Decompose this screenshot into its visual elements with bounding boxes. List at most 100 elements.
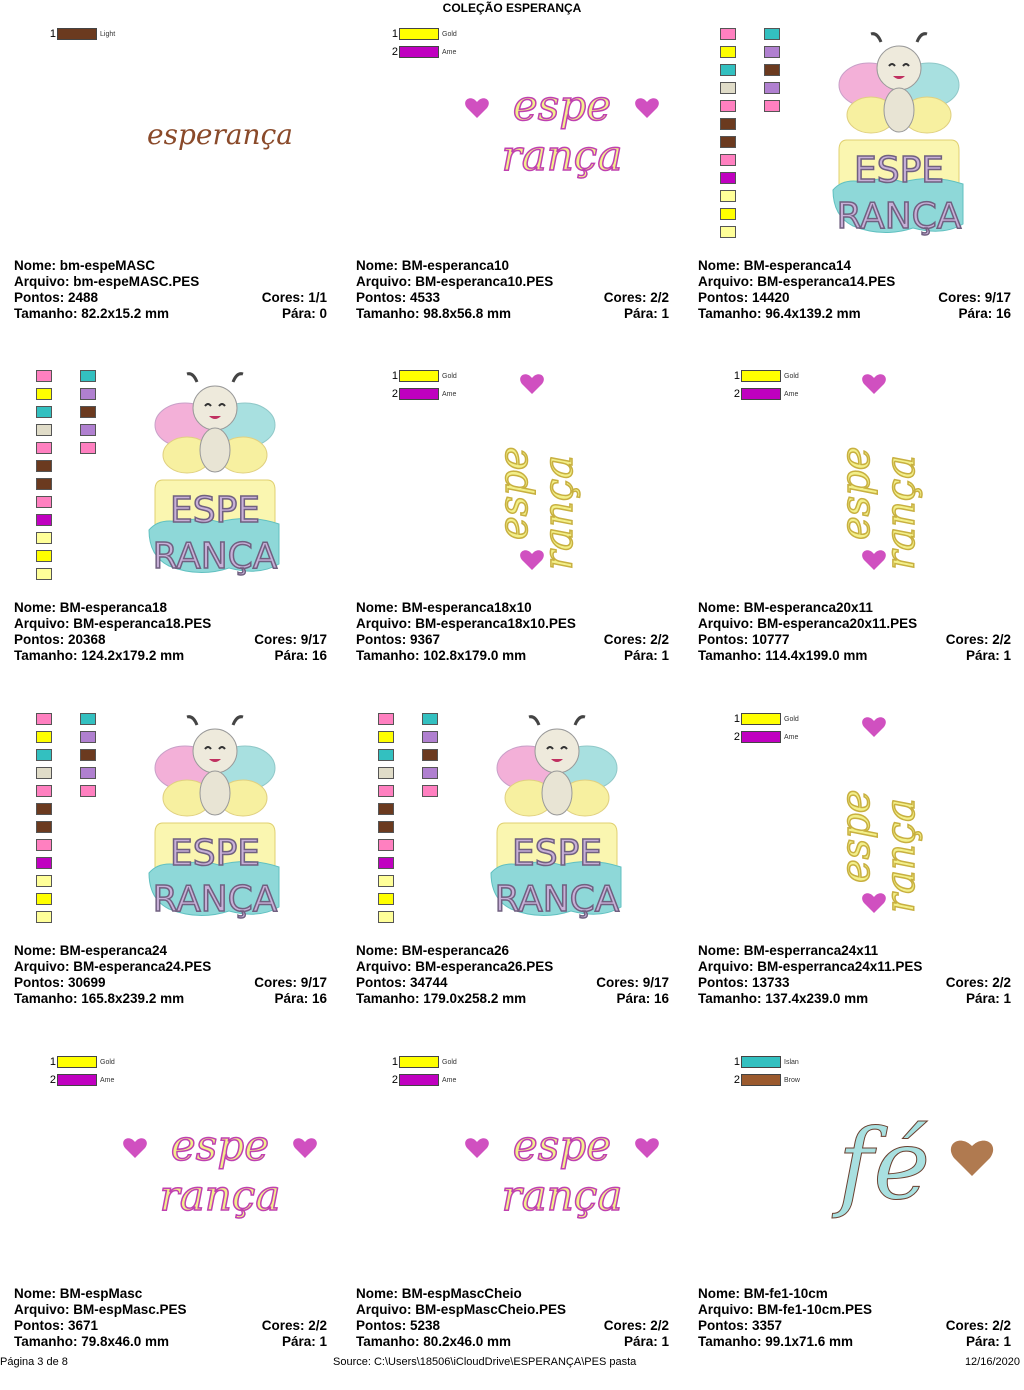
design-info: Nome: BM-espMascCheio Arquivo: BM-espMasc… — [356, 1286, 669, 1350]
design-file: Arquivo: BM-esperanca18x10.PES — [356, 616, 576, 631]
design-size: Tamanho: 124.2x179.2 mm — [14, 648, 185, 663]
design-card: 1 Gold 2 Ame espe rança Nome: BM-esperranca24x… — [684, 705, 1024, 1047]
color-swatch — [422, 767, 438, 779]
color-count: Cores: 9/17 — [254, 975, 327, 990]
design-name: Nome: BM-esperanca20x11 — [698, 600, 873, 615]
color-swatch — [378, 821, 394, 833]
size-row: Tamanho: 102.8x179.0 mm Pára: 1 — [356, 648, 669, 664]
design-info: Nome: BM-esperanca18x10 Arquivo: BM-esper… — [356, 600, 669, 664]
size-row: Tamanho: 96.4x139.2 mm Pára: 16 — [698, 306, 1011, 322]
design-file: Arquivo: BM-esperanca20x11.PES — [698, 616, 918, 631]
design-name: Nome: BM-espMasc — [14, 1286, 143, 1301]
design-size: Tamanho: 137.4x239.0 mm — [698, 991, 869, 1006]
color-swatch — [80, 767, 96, 779]
color-swatch — [36, 514, 52, 526]
swatch-number: 2 — [391, 1074, 398, 1086]
swatch-number: 2 — [391, 388, 398, 400]
color-swatch — [36, 749, 52, 761]
stitch-count: Pontos: 20368 — [14, 632, 106, 647]
color-swatch — [378, 911, 394, 923]
svg-text:RANÇA: RANÇA — [837, 196, 962, 237]
color-swatch — [720, 100, 736, 112]
design-name: Nome: BM-esperranca24x11 — [698, 943, 879, 958]
design-info: Nome: BM-esperanca24 Arquivo: BM-esperanc… — [14, 943, 327, 1007]
stats-row: Pontos: 4533 Cores: 2/2 — [356, 290, 669, 306]
design-info: Nome: BM-esperanca20x11 Arquivo: BM-esper… — [698, 600, 1011, 664]
color-count: Cores: 1/1 — [261, 290, 327, 305]
color-swatch — [378, 893, 394, 905]
design-card: 1 Gold 2 Ame espe rança Nome: BM-esperanca18x1… — [342, 362, 684, 704]
stitch-count: Pontos: 4533 — [356, 290, 441, 305]
color-swatch — [764, 46, 780, 58]
size-row: Tamanho: 165.8x239.2 mm Pára: 16 — [14, 991, 327, 1007]
design-card: 1 Gold 2 Ame espe rança Nome: BM-espMasc Arquiv… — [0, 1048, 342, 1390]
color-swatch — [720, 172, 736, 184]
size-row: Tamanho: 82.2x15.2 mm Pára: 0 — [14, 306, 327, 322]
color-swatch: 2 Ame — [390, 388, 456, 400]
size-row: Tamanho: 80.2x46.0 mm Pára: 1 — [356, 1334, 669, 1350]
design-size: Tamanho: 114.4x199.0 mm — [698, 648, 868, 663]
color-swatch — [378, 803, 394, 815]
design-name: Nome: BM-esperanca10 — [356, 258, 510, 273]
swatch-color — [741, 388, 781, 400]
svg-text:espe: espe — [833, 790, 879, 883]
svg-text:rança: rança — [878, 455, 924, 570]
color-swatch — [378, 731, 394, 743]
stitch-count: Pontos: 3671 — [14, 1318, 99, 1333]
color-count: Cores: 2/2 — [603, 290, 669, 305]
svg-text:espe: espe — [513, 1121, 611, 1170]
swatch-name: Ame — [784, 733, 799, 741]
embroidery-preview: esperança — [115, 110, 325, 165]
size-row: Tamanho: 137.4x239.0 mm Pára: 1 — [698, 991, 1011, 1007]
svg-text:ESPE: ESPE — [854, 150, 944, 191]
embroidery-preview: fé — [804, 1098, 1004, 1233]
color-swatch — [36, 911, 52, 923]
design-info: Nome: BM-esperanca10 Arquivo: BM-esperanc… — [356, 258, 669, 322]
color-swatch — [720, 136, 736, 148]
design-name: Nome: BM-esperanca18 — [14, 600, 168, 615]
size-row: Tamanho: 124.2x179.2 mm Pára: 16 — [14, 648, 327, 664]
color-count: Cores: 2/2 — [945, 975, 1011, 990]
stats-row: Pontos: 2488 Cores: 1/1 — [14, 290, 327, 306]
embroidery-preview: ESPE RANÇA — [477, 713, 637, 938]
stats-row: Pontos: 30699 Cores: 9/17 — [14, 975, 327, 991]
swatch-number: 2 — [49, 1074, 56, 1086]
color-swatch — [720, 64, 736, 76]
color-swatch — [378, 767, 394, 779]
swatch-name: Gold — [442, 372, 457, 380]
color-count: Cores: 2/2 — [945, 632, 1011, 647]
stats-row: Pontos: 13733 Cores: 2/2 — [698, 975, 1011, 991]
swatch-color — [57, 1074, 97, 1086]
design-file: Arquivo: BM-esperanca26.PES — [356, 959, 554, 974]
color-swatch — [378, 713, 394, 725]
design-file: Arquivo: BM-espMascCheio.PES — [356, 1302, 567, 1317]
stats-row: Pontos: 3357 Cores: 2/2 — [698, 1318, 1011, 1334]
stats-row: Pontos: 14420 Cores: 9/17 — [698, 290, 1011, 306]
design-card: 1 Islan 2 Brow fé Nome: BM-fe1-10cm Arquivo: B… — [684, 1048, 1024, 1390]
color-swatch — [764, 82, 780, 94]
stop-count: Pára: 16 — [274, 648, 327, 663]
swatch-name: Gold — [100, 1058, 115, 1066]
swatch-color — [399, 388, 439, 400]
design-name: Nome: BM-espMascCheio — [356, 1286, 522, 1301]
stitch-count: Pontos: 2488 — [14, 290, 99, 305]
butterfly-art: ESPE RANÇA — [148, 715, 280, 921]
design-file: Arquivo: BM-espMasc.PES — [14, 1302, 187, 1317]
design-card: 1 Gold 2 Ame espe rança Nome: BM-esperanca10 Ar… — [342, 20, 684, 362]
svg-text:espe: espe — [491, 447, 537, 540]
swatch-name: Ame — [442, 1076, 457, 1084]
source-path: Source: C:\Users\18506\iCloudDrive\ESPER… — [333, 1356, 637, 1368]
design-file: Arquivo: BM-fe1-10cm.PES — [698, 1302, 873, 1317]
design-size: Tamanho: 179.0x258.2 mm — [356, 991, 527, 1006]
stitch-count: Pontos: 5238 — [356, 1318, 441, 1333]
stitch-count: Pontos: 34744 — [356, 975, 448, 990]
swatch-name: Gold — [442, 1058, 457, 1066]
size-row: Tamanho: 179.0x258.2 mm Pára: 16 — [356, 991, 669, 1007]
color-swatch — [36, 803, 52, 815]
swatch-color — [399, 28, 439, 40]
color-swatch — [422, 731, 438, 743]
design-size: Tamanho: 102.8x179.0 mm — [356, 648, 527, 663]
